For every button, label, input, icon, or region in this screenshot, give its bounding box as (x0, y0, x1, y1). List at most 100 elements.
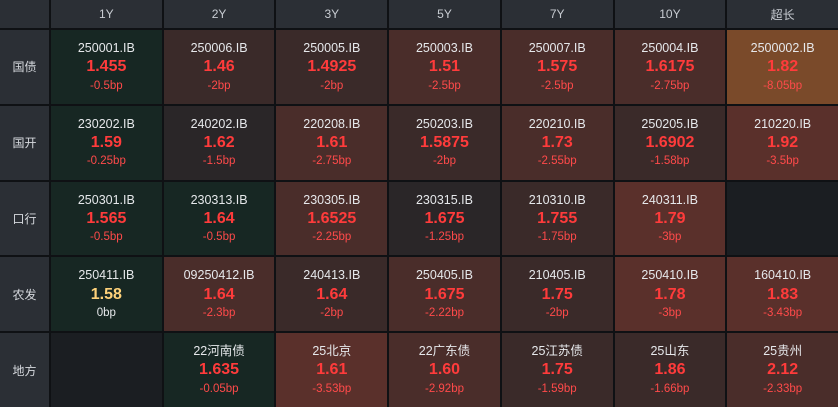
yield-change: -2.22bp (424, 307, 464, 320)
bond-yield: 1.79 (654, 209, 686, 227)
bond-quote-cell[interactable]: 25贵州 2.12 -2.33bp (727, 333, 838, 407)
bond-quote-cell[interactable]: 160410.IB 1.83 -3.43bp (727, 257, 838, 332)
bond-yield: 1.82 (767, 58, 799, 76)
bond-yield: 1.64 (203, 209, 235, 227)
yield-change: -8.05bp (763, 79, 803, 92)
bond-code: 25北京 (312, 344, 352, 359)
bond-code: 240413.IB (303, 268, 361, 283)
bond-quote-cell[interactable]: 09250412.IB 1.64 -2.3bp (163, 257, 275, 332)
bond-code: 250001.IB (77, 40, 135, 55)
bond-quote-cell[interactable]: 25江苏债 1.75 -1.59bp (501, 333, 613, 407)
bond-quote-cell[interactable]: 250007.IB 1.575 -2.5bp (501, 30, 613, 104)
bond-quote-cell[interactable]: 210310.IB 1.755 -1.75bp (501, 181, 613, 256)
bond-quote-cell[interactable]: 250410.IB 1.78 -3bp (614, 257, 726, 332)
bond-code: 240311.IB (641, 192, 698, 207)
column-header-1y[interactable]: 1Y (51, 0, 162, 28)
bond-yield: 1.60 (428, 361, 461, 379)
bond-yield: 1.58 (90, 285, 122, 303)
row-header[interactable]: 地方 (0, 333, 49, 407)
bond-code: 210405.IB (528, 268, 586, 283)
bond-quote-cell[interactable]: 230305.IB 1.6525 -2.25bp (276, 181, 388, 256)
bond-quote-cell[interactable]: 230313.IB 1.64 -0.5bp (163, 181, 275, 256)
bond-code: 250203.IB (415, 116, 473, 131)
bond-quote-cell[interactable]: 230202.IB 1.59 -0.25bp (51, 105, 162, 180)
bond-code: 220208.IB (303, 116, 361, 131)
bond-code: 220210.IB (528, 116, 586, 131)
bond-quote-cell[interactable]: 250203.IB 1.5875 -2bp (389, 105, 500, 180)
bond-quote-cell[interactable]: 210220.IB 1.92 -3.5bp (727, 105, 838, 180)
bond-quote-cell[interactable]: 250001.IB 1.455 -0.5bp (51, 30, 162, 104)
bond-code: 22河南债 (193, 344, 245, 359)
row-header[interactable]: 口行 (0, 181, 49, 256)
bond-yield: 1.73 (541, 134, 573, 152)
bond-code: 160410.IB (754, 268, 812, 283)
yield-change: -0.25bp (86, 155, 126, 168)
bond-code: 210220.IB (754, 116, 812, 131)
bond-quote-cell[interactable]: 250405.IB 1.675 -2.22bp (389, 257, 500, 332)
bond-yield: 1.6902 (645, 134, 695, 152)
bond-quote-cell[interactable]: 230315.IB 1.675 -1.25bp (389, 181, 500, 256)
bond-quote-cell[interactable]: 240202.IB 1.62 -1.5bp (163, 105, 275, 180)
yield-change: -3.53bp (312, 382, 352, 395)
bond-code: 250205.IB (641, 116, 699, 131)
bond-yield: 1.92 (767, 134, 799, 152)
bond-quote-cell[interactable]: 25北京 1.61 -3.53bp (276, 333, 388, 407)
corner-cell (0, 0, 49, 28)
bond-yield: 1.46 (203, 58, 235, 76)
bond-quote-cell[interactable]: 220208.IB 1.61 -2.75bp (276, 105, 388, 180)
bond-code: 2500002.IB (750, 40, 815, 55)
bond-quote-cell[interactable]: 250411.IB 1.58 0bp (51, 257, 162, 332)
bond-quote-cell[interactable]: 250005.IB 1.4925 -2bp (276, 30, 388, 104)
bond-quote-cell[interactable]: 25山东 1.86 -1.66bp (614, 333, 726, 407)
bond-code: 250007.IB (528, 40, 586, 55)
bond-quote-cell[interactable]: 250003.IB 1.51 -2.5bp (389, 30, 500, 104)
column-header-5y[interactable]: 5Y (389, 0, 500, 28)
bond-yield: 1.61 (316, 134, 348, 152)
bond-quote-cell[interactable]: 210405.IB 1.75 -2bp (501, 257, 613, 332)
yield-change: -1.75bp (537, 231, 577, 244)
bond-quote-cell[interactable]: 250301.IB 1.565 -0.5bp (51, 181, 162, 256)
column-header-7y[interactable]: 7Y (501, 0, 613, 28)
column-header-2y[interactable]: 2Y (163, 0, 275, 28)
yield-change: -3bp (658, 307, 682, 320)
empty-cell (51, 333, 162, 407)
bond-yield: 1.64 (203, 285, 235, 303)
bond-code: 250301.IB (77, 192, 135, 207)
yield-change: -2bp (432, 155, 456, 168)
bond-quote-cell[interactable]: 250004.IB 1.6175 -2.75bp (614, 30, 726, 104)
column-header-3y[interactable]: 3Y (276, 0, 388, 28)
row-header[interactable]: 国开 (0, 105, 49, 180)
bond-quote-cell[interactable]: 240413.IB 1.64 -2bp (276, 257, 388, 332)
bond-code: 230315.IB (415, 192, 473, 207)
bond-code: 250405.IB (415, 268, 473, 283)
bond-code: 240202.IB (190, 116, 248, 131)
bond-quote-cell[interactable]: 22河南债 1.635 -0.05bp (163, 333, 275, 407)
bond-quote-cell[interactable]: 220210.IB 1.73 -2.55bp (501, 105, 613, 180)
bond-yield: 1.86 (654, 361, 686, 379)
bond-quote-cell[interactable]: 250205.IB 1.6902 -1.58bp (614, 105, 726, 180)
bond-yield: 1.59 (90, 134, 122, 152)
yield-change: -3.43bp (763, 307, 803, 320)
column-header-10y[interactable]: 10Y (614, 0, 726, 28)
yield-change: -1.66bp (650, 382, 690, 395)
yield-change: -3.5bp (766, 155, 799, 168)
bond-yield: 1.6175 (645, 58, 695, 76)
bond-yield: 1.61 (316, 361, 348, 379)
bond-code: 210310.IB (528, 192, 586, 207)
bond-quote-cell[interactable]: 2500002.IB 1.82 -8.05bp (727, 30, 838, 104)
bond-code: 25贵州 (763, 344, 803, 359)
row-header[interactable]: 农发 (0, 257, 49, 332)
bond-quote-cell[interactable]: 240311.IB 1.79 -3bp (614, 181, 726, 256)
bond-quote-cell[interactable]: 250006.IB 1.46 -2bp (163, 30, 275, 104)
yield-change: -0.5bp (202, 231, 236, 244)
bond-quote-cell[interactable]: 22广东债 1.60 -2.92bp (389, 333, 500, 407)
bond-yield: 1.83 (767, 285, 799, 303)
row-header[interactable]: 国债 (0, 30, 49, 104)
column-header-ultra-long[interactable]: 超长 (727, 0, 838, 28)
yield-change: 0bp (96, 307, 116, 320)
bond-code: 22广东债 (418, 344, 471, 359)
yield-change: -2.3bp (202, 307, 236, 320)
bond-yield: 1.64 (316, 285, 348, 303)
yield-change: -2.75bp (650, 79, 690, 92)
yield-change: -1.25bp (424, 231, 464, 244)
